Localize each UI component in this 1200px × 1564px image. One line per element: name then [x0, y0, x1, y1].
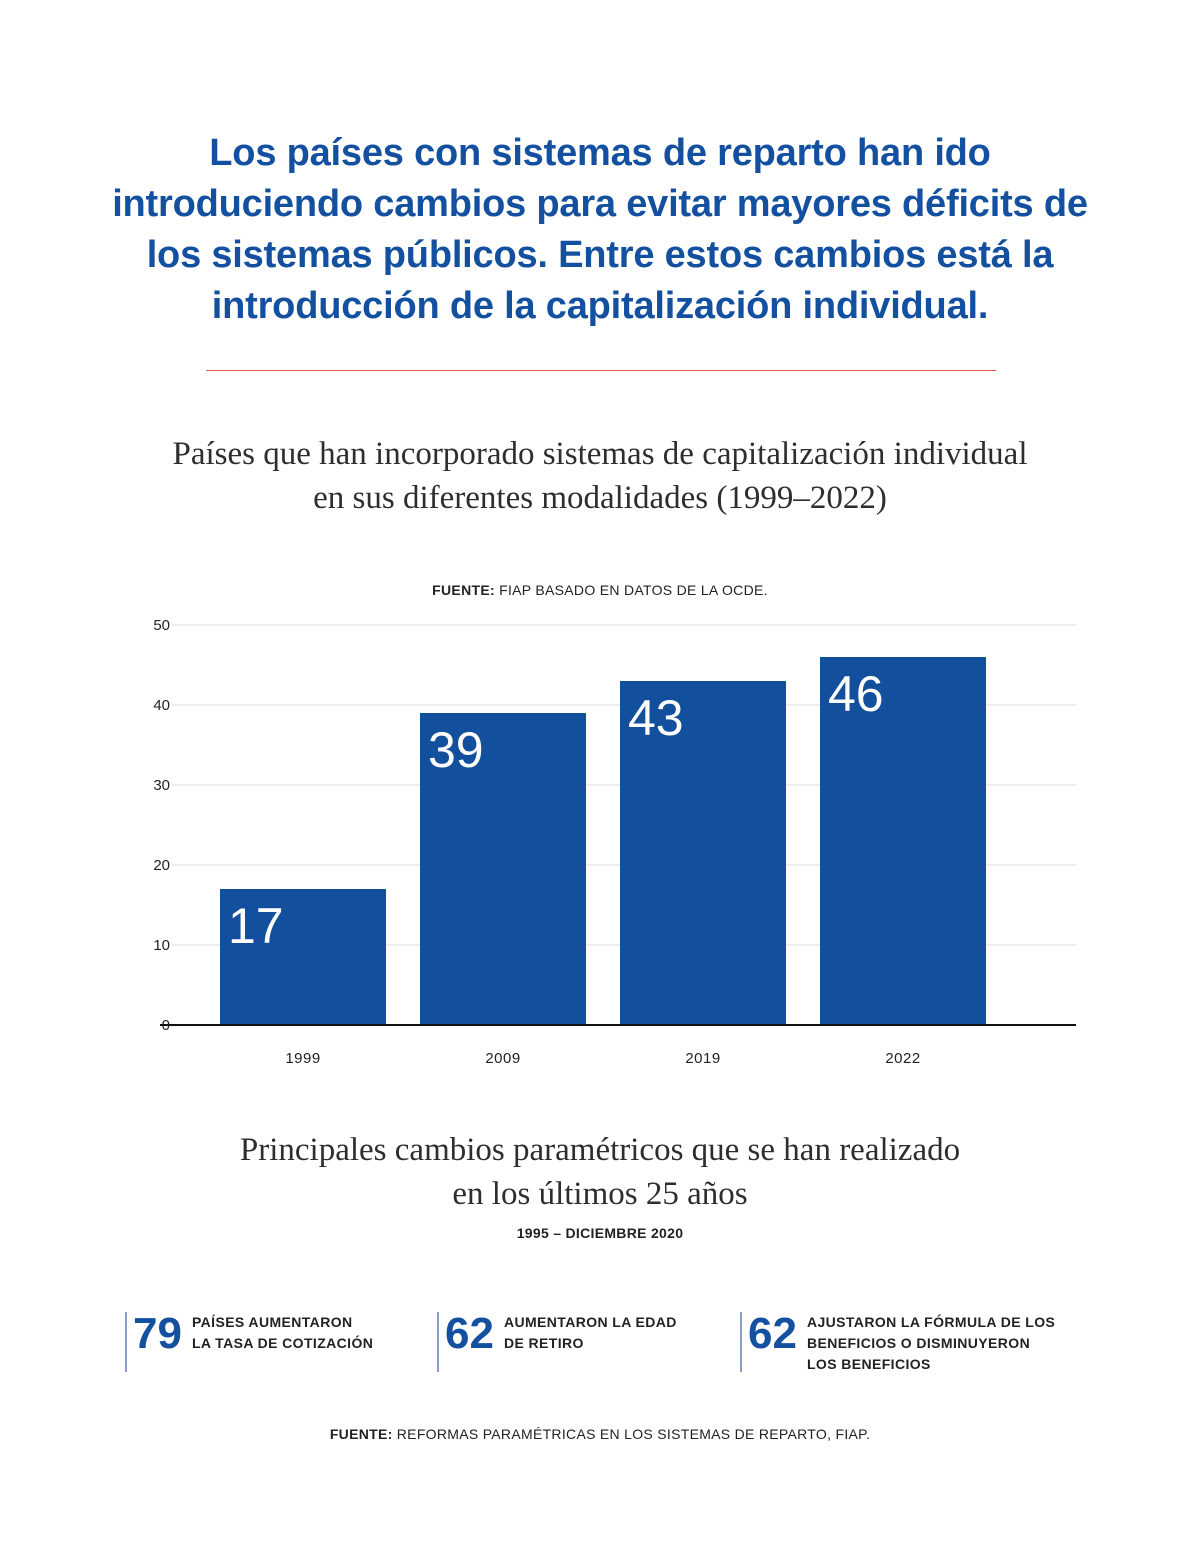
chart-source-label: FUENTE: [432, 582, 495, 598]
y-tick-label: 20 [153, 857, 170, 874]
divider [206, 370, 996, 371]
chart-title: Países que han incorporado sistemas de c… [100, 432, 1100, 520]
stat-description: AUMENTARON LA EDAD DE RETIRO [504, 1312, 677, 1354]
bar [420, 713, 586, 1025]
footer-source-text: REFORMAS PARAMÉTRICAS EN LOS SISTEMAS DE… [392, 1426, 871, 1442]
stat-desc-line: BENEFICIOS O DISMINUYERON [806, 1335, 1031, 1351]
stat-desc-line: LOS BENEFICIOS [806, 1356, 931, 1372]
y-tick-label: 40 [153, 697, 170, 714]
stat-retirement-age: 62 AUMENTARON LA EDAD DE RETIRO [437, 1312, 730, 1372]
x-tick-label: 2009 [485, 1050, 520, 1067]
stat-description: AJUSTARON LA FÓRMULA DE LOS BENEFICIOS O… [807, 1312, 1055, 1375]
x-tick-label: 2022 [885, 1050, 920, 1067]
headline: Los países con sistemas de reparto han i… [112, 132, 1088, 327]
chart-source: FUENTE: FIAP BASADO EN DATOS DE LA OCDE. [100, 582, 1100, 598]
y-tick-label: 50 [153, 617, 170, 634]
stat-number: 62 [748, 1309, 797, 1358]
bar [620, 681, 786, 1025]
axes: 010203040501999200920192022 [153, 617, 1076, 1067]
bars: 17 39 43 46 [220, 657, 986, 1025]
stat-desc-line: AUMENTARON LA EDAD [503, 1314, 677, 1330]
changes-title-line2: en los últimos 25 años [452, 1176, 748, 1212]
bar-value-label: 17 [228, 898, 284, 954]
bar-value-label: 43 [628, 690, 684, 746]
bar-value-label: 39 [428, 722, 484, 778]
stat-benefit-formula: 62 AJUSTARON LA FÓRMULA DE LOS BENEFICIO… [740, 1312, 1088, 1372]
x-tick-label: 2019 [685, 1050, 720, 1067]
y-tick-label: 10 [153, 937, 170, 954]
chart-title-line2: en sus diferentes modalidades (1999–2022… [313, 480, 887, 516]
stat-desc-line: DE RETIRO [503, 1335, 584, 1351]
stat-number: 79 [133, 1309, 182, 1358]
stat-contribution-rate: 79 PAÍSES AUMENTARON LA TASA DE COTIZACI… [125, 1312, 423, 1372]
footer-source: FUENTE: REFORMAS PARAMÉTRICAS EN LOS SIS… [100, 1426, 1100, 1442]
stat-desc-line: LA TASA DE COTIZACIÓN [191, 1335, 374, 1351]
footer-source-label: FUENTE: [329, 1426, 393, 1442]
period-label: 1995 – DICIEMBRE 2020 [516, 1225, 684, 1241]
y-tick-label: 30 [153, 777, 170, 794]
x-tick-label: 1999 [285, 1050, 320, 1067]
bar [220, 889, 386, 1025]
stat-description: PAÍSES AUMENTARON LA TASA DE COTIZACIÓN [192, 1312, 373, 1354]
changes-title-line1: Principales cambios paramétricos que se … [239, 1132, 961, 1168]
stat-desc-line: AJUSTARON LA FÓRMULA DE LOS [806, 1314, 1056, 1330]
stat-desc-line: PAÍSES AUMENTARON [191, 1314, 353, 1330]
stat-number: 62 [445, 1309, 494, 1358]
bar-value-label: 46 [828, 666, 884, 722]
changes-title: Principales cambios paramétricos que se … [100, 1128, 1100, 1216]
chart-title-line1: Países que han incorporado sistemas de c… [172, 436, 1028, 472]
bar [820, 657, 986, 1025]
chart-source-text: FIAP BASADO EN DATOS DE LA OCDE. [494, 582, 768, 598]
